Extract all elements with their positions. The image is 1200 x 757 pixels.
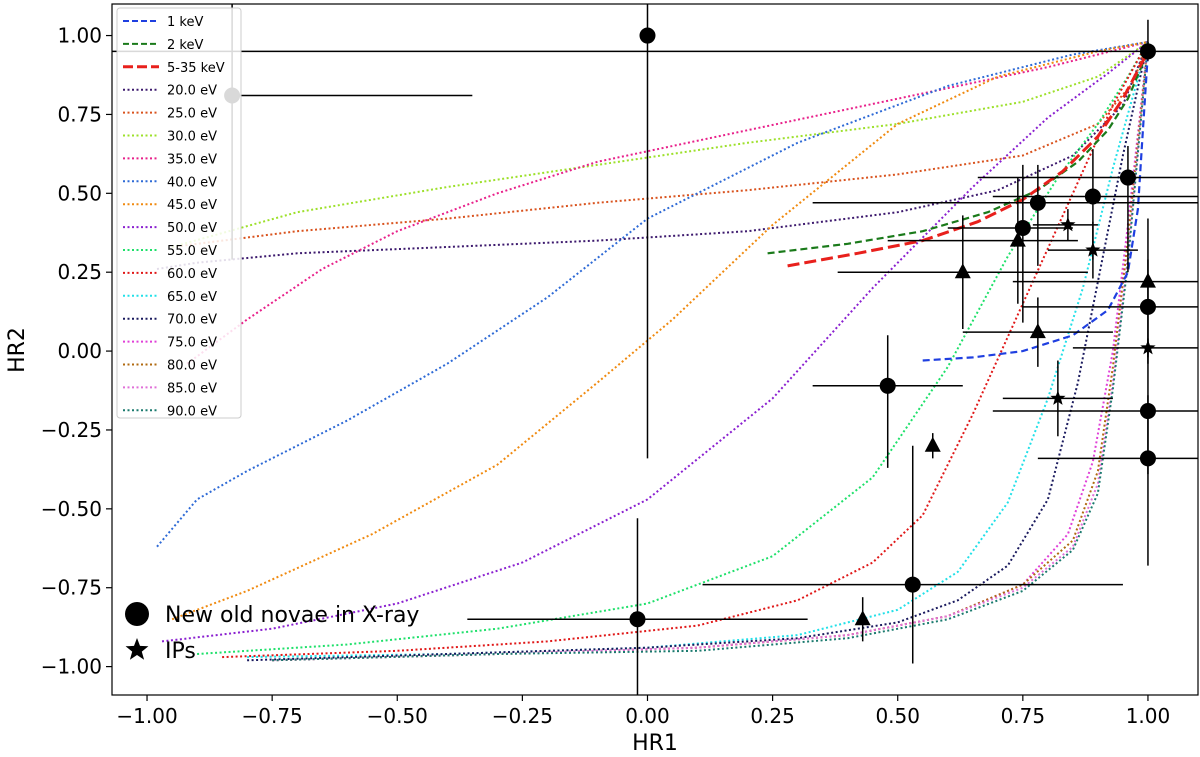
legend-label: 30.0 eV bbox=[167, 130, 217, 145]
dotted-series-8 bbox=[222, 41, 1149, 659]
legend-box bbox=[116, 7, 242, 419]
y-tick-label: 0.25 bbox=[57, 260, 102, 284]
dotted-series-10 bbox=[247, 41, 1149, 662]
marker-legend: New old novae in X-ray IPs bbox=[125, 602, 419, 664]
data-point-star bbox=[1050, 390, 1066, 405]
legend-label: 85.0 eV bbox=[167, 381, 217, 396]
data-point-circle bbox=[1139, 298, 1156, 315]
legend-label: 80.0 eV bbox=[167, 359, 217, 374]
data-point-circle bbox=[904, 576, 921, 593]
dotted-series-11 bbox=[272, 41, 1149, 662]
dotted-series-13 bbox=[272, 41, 1149, 662]
legend-label: 45.0 eV bbox=[167, 198, 217, 213]
data-point-circle bbox=[639, 27, 656, 44]
y-tick-label: −1.00 bbox=[41, 655, 102, 679]
data-point-triangle bbox=[1139, 272, 1156, 288]
y-tick-label: 0.50 bbox=[57, 181, 102, 205]
legend-label: 5-35 keV bbox=[167, 61, 225, 76]
legend-marker-circle bbox=[125, 602, 149, 626]
legend-label: 35.0 eV bbox=[167, 152, 217, 167]
legend-label: 40.0 eV bbox=[167, 175, 217, 190]
x-tick-label: 0.75 bbox=[1001, 704, 1046, 728]
legend-label: 1 keV bbox=[167, 15, 203, 30]
x-tick-label: 0.50 bbox=[875, 704, 920, 728]
legend-marker-label: IPs bbox=[165, 639, 196, 664]
legend-marker-star bbox=[125, 638, 149, 660]
x-axis-label: HR1 bbox=[632, 731, 678, 756]
data-point-star bbox=[1085, 242, 1101, 257]
y-tick-label: 0.00 bbox=[57, 339, 102, 363]
legend-label: 65.0 eV bbox=[167, 290, 217, 305]
legend: 1 keV 2 keV 5-35 keV 20.0 eV 25.0 eV 30.0 eV 3… bbox=[116, 7, 242, 419]
dotted-series-2 bbox=[171, 41, 1149, 248]
data-point-circle bbox=[1029, 194, 1046, 211]
y-tick-label: −0.50 bbox=[41, 497, 102, 521]
legend-label: 25.0 eV bbox=[167, 107, 217, 122]
legend-label: 70.0 eV bbox=[167, 313, 217, 328]
legend-marker-label: New old novae in X-ray bbox=[165, 603, 419, 628]
plot-area bbox=[112, 4, 1198, 695]
y-tick-label: 0.75 bbox=[57, 102, 102, 126]
y-tick-label: −0.75 bbox=[41, 576, 102, 600]
legend-label: 60.0 eV bbox=[167, 267, 217, 282]
data-point-triangle bbox=[954, 263, 971, 279]
x-tick-label: 1.00 bbox=[1126, 704, 1171, 728]
data-point-triangle bbox=[1029, 323, 1046, 339]
data-point-circle bbox=[1139, 43, 1156, 60]
dashed-series-0 bbox=[922, 51, 1150, 362]
data-point-circle bbox=[879, 377, 896, 394]
legend-label: 90.0 eV bbox=[167, 404, 217, 419]
data-point-circle bbox=[629, 611, 646, 628]
data-point-circle bbox=[1119, 169, 1136, 186]
data-point-circle bbox=[1014, 220, 1031, 237]
dotted-series-5 bbox=[171, 40, 1149, 621]
x-tick-label: 0.00 bbox=[625, 704, 670, 728]
axis-ticks: −1.00 −0.75 −0.50 −0.25 0.00 0.25 0.50 0.75 1.00… bbox=[41, 24, 1171, 728]
legend-label: 20.0 eV bbox=[167, 84, 217, 99]
x-tick-label: −0.50 bbox=[367, 704, 428, 728]
y-axis-label: HR2 bbox=[5, 327, 30, 373]
data-point-star bbox=[1060, 216, 1076, 232]
data-point-star bbox=[1140, 339, 1156, 355]
data-point-triangle bbox=[1009, 231, 1026, 247]
data-point-circle bbox=[1139, 450, 1156, 467]
x-tick-label: −0.25 bbox=[492, 704, 553, 728]
dotted-series-7 bbox=[197, 41, 1149, 655]
data-point-triangle bbox=[924, 436, 941, 452]
x-tick-label: −0.75 bbox=[241, 704, 302, 728]
y-tick-label: 1.00 bbox=[57, 24, 102, 48]
data-point-triangle bbox=[854, 610, 871, 626]
series-layer bbox=[156, 40, 1150, 662]
dotted-series-1 bbox=[171, 41, 1149, 248]
dotted-series-6 bbox=[161, 41, 1149, 643]
plot-frame bbox=[111, 3, 1199, 696]
x-tick-label: 0.25 bbox=[750, 704, 795, 728]
point-layer bbox=[224, 27, 1156, 628]
legend-label: 2 keV bbox=[167, 38, 203, 53]
data-point-circle bbox=[1139, 403, 1156, 420]
legend-label: 50.0 eV bbox=[167, 221, 217, 236]
dotted-series-4 bbox=[156, 40, 1149, 548]
y-tick-label: −0.25 bbox=[41, 418, 102, 442]
x-tick-label: −1.00 bbox=[116, 704, 177, 728]
legend-label: 55.0 eV bbox=[167, 244, 217, 259]
data-point-circle bbox=[1084, 188, 1101, 205]
legend-label: 75.0 eV bbox=[167, 336, 217, 351]
